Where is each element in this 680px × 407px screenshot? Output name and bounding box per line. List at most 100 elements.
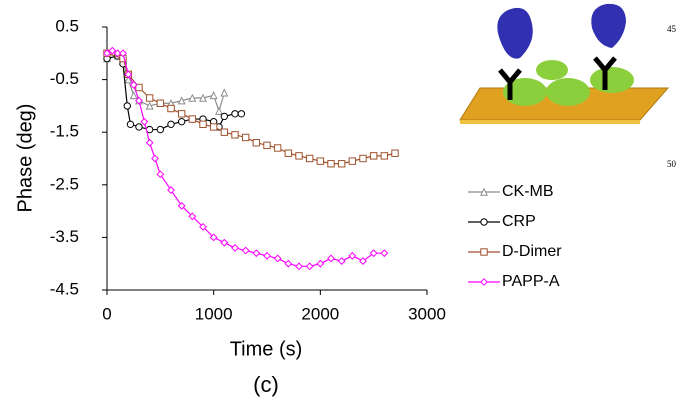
y-tick-label: -0.5 [50, 69, 79, 88]
data-point [327, 254, 335, 263]
series-line [106, 50, 385, 267]
data-point [124, 70, 133, 79]
x-tick-label: 0 [102, 304, 111, 323]
data-point [348, 157, 357, 165]
data-point [369, 152, 378, 160]
data-point [199, 222, 207, 231]
series-line [106, 55, 242, 131]
data-point [327, 160, 335, 168]
series-line [106, 52, 396, 165]
legend-label: D-Dimer [502, 243, 562, 260]
data-point [252, 249, 261, 258]
data-point [295, 262, 303, 271]
data-point [209, 123, 218, 131]
data-point [241, 133, 250, 142]
data-point [156, 125, 165, 134]
illustration [459, 3, 670, 124]
y-axis-label: Phase (deg) [14, 104, 36, 213]
data-point [135, 123, 143, 131]
data-point [391, 149, 399, 157]
data-point [295, 152, 303, 160]
data-point [231, 244, 239, 252]
data-point [305, 154, 314, 163]
data-point [263, 141, 271, 150]
data-point [167, 120, 175, 129]
data-point [126, 120, 135, 129]
data-point [252, 139, 261, 147]
data-point [209, 91, 218, 100]
data-point [273, 254, 282, 263]
data-point [135, 83, 143, 92]
data-point [220, 88, 229, 97]
data-point [198, 93, 208, 102]
data-point [145, 94, 154, 102]
data-point [231, 131, 239, 139]
x-tick-label: 2000 [301, 304, 339, 323]
data-point [316, 157, 325, 165]
legend-label: PAPP-A [502, 273, 560, 290]
data-point [177, 117, 186, 126]
data-point [348, 251, 357, 260]
data-point [151, 154, 159, 163]
data-point [145, 101, 154, 110]
data-point [124, 75, 133, 84]
legend-marker [479, 187, 489, 196]
data-point [103, 49, 111, 58]
data-point [359, 154, 367, 163]
y-tick-label: -1.5 [50, 122, 79, 141]
legend-label: CK-MB [502, 183, 554, 200]
data-point [167, 104, 175, 113]
data-point [209, 233, 218, 242]
data-point [177, 96, 186, 105]
data-point [188, 93, 197, 102]
data-point [167, 186, 175, 194]
data-point [231, 110, 239, 118]
annotation: 50 [667, 159, 677, 169]
data-point [113, 49, 122, 58]
data-point [220, 112, 229, 121]
legend-marker [480, 278, 488, 286]
data-point [188, 212, 197, 221]
x-axis-label: Time (s) [230, 338, 303, 360]
y-tick-label: -3.5 [50, 227, 79, 246]
data-point [177, 201, 186, 210]
data-point [156, 99, 165, 107]
data-point [359, 257, 367, 265]
x-tick-label: 1000 [195, 304, 233, 323]
y-tick-label: -2.5 [50, 174, 79, 193]
data-point [284, 259, 293, 268]
data-point [129, 80, 138, 89]
legend-marker [480, 218, 488, 226]
y-tick-label: -4.5 [50, 279, 79, 298]
data-point [263, 251, 271, 260]
data-point [220, 238, 229, 247]
data-point [241, 246, 250, 255]
data-point [273, 144, 282, 152]
data-point [337, 160, 346, 168]
data-point [156, 170, 165, 179]
data-point [316, 259, 325, 268]
data-point [305, 262, 314, 271]
data-point [129, 91, 138, 100]
data-point [284, 149, 293, 157]
data-point [337, 257, 346, 265]
data-point [140, 117, 149, 126]
y-tick-label: 0.5 [55, 16, 79, 35]
x-tick-label: 3000 [408, 304, 446, 323]
data-point [188, 115, 197, 123]
data-point [108, 46, 117, 55]
data-point [369, 249, 378, 258]
annotation: 45 [667, 24, 677, 34]
legend-label: CRP [502, 213, 536, 230]
data-point [199, 120, 207, 129]
data-point [220, 128, 229, 136]
legend-marker [480, 248, 488, 256]
data-point [123, 102, 131, 110]
data-point [380, 249, 389, 258]
data-point [135, 96, 143, 105]
data-point [237, 110, 246, 118]
data-point [214, 106, 224, 115]
data-point [119, 49, 127, 58]
data-point [177, 110, 186, 118]
